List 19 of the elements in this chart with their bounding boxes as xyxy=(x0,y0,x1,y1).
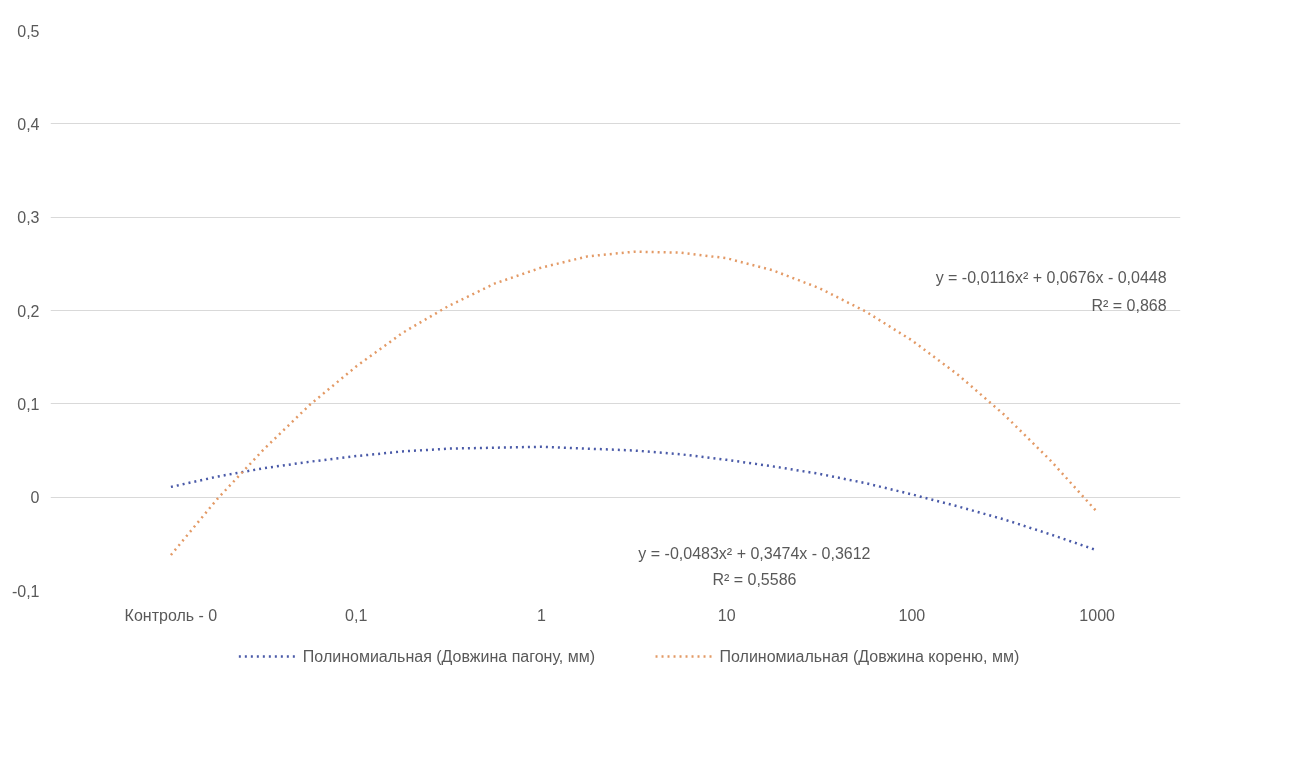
x-tick-label: 1 xyxy=(536,606,546,624)
x-tick-label: Контроль - 0 xyxy=(124,606,218,624)
y-tick-label: 0,1 xyxy=(17,395,40,413)
annotation: R² = 0,5586 xyxy=(712,570,797,588)
annotation: R² = 0,868 xyxy=(1091,297,1167,315)
y-tick-label: 0 xyxy=(30,489,40,507)
legend-label: Полиномиальная (Довжина пагону, мм) xyxy=(302,648,596,665)
x-tick-label: 100 xyxy=(898,606,926,624)
annotation: y = -0,0483x² + 0,3474x - 0,3612 xyxy=(638,544,871,562)
y-tick-label: 0,2 xyxy=(17,302,40,320)
y-tick-label: 0,4 xyxy=(17,115,40,133)
y-tick-label: 0,5 xyxy=(17,22,40,40)
y-tick-label: 0,3 xyxy=(17,209,40,227)
x-tick-label: 10 xyxy=(717,606,736,624)
y-tick-label: -0,1 xyxy=(11,582,40,600)
legend-label: Полиномиальная (Довжина кореню, мм) xyxy=(719,648,1020,665)
x-tick-label: 1000 xyxy=(1079,606,1116,624)
annotation: y = -0,0116x² + 0,0676x - 0,0448 xyxy=(935,269,1167,287)
x-tick-label: 0,1 xyxy=(345,606,368,624)
